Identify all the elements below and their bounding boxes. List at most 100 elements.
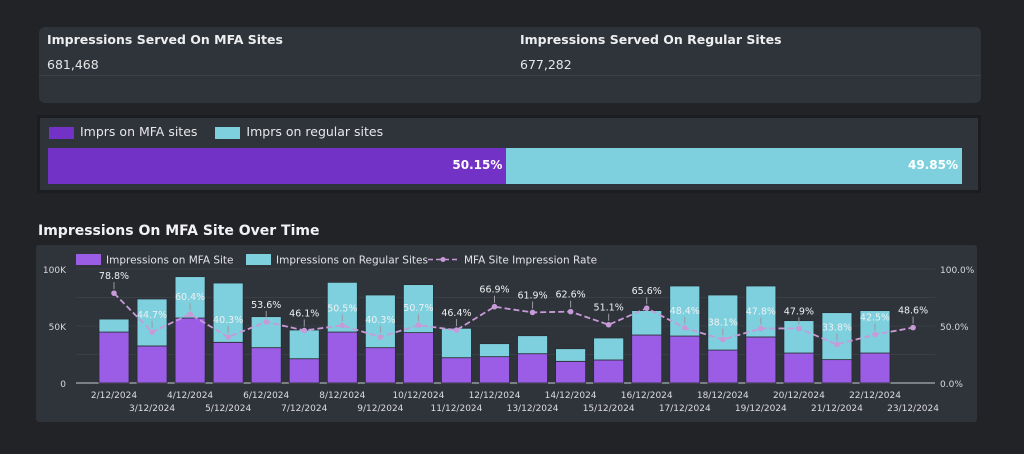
legend-swatch — [49, 126, 74, 139]
rate-data-label: 65.6% — [632, 286, 662, 297]
bar-regular — [555, 348, 586, 362]
x-tick-label: 15/12/2024 — [583, 404, 635, 414]
bar-regular — [174, 276, 206, 319]
rate-point — [301, 327, 308, 334]
rate-point — [796, 325, 802, 332]
rate-point — [339, 322, 346, 329]
x-tick-label: 4/12/2024 — [167, 391, 213, 401]
bar-mfa — [669, 335, 701, 384]
bar-regular — [479, 343, 510, 358]
rate-data-label: 61.9% — [517, 290, 547, 301]
rate-point — [681, 325, 688, 331]
rate-data-label: 53.6% — [251, 300, 281, 311]
x-tick-label: 12/12/2024 — [469, 391, 521, 401]
bar-mfa — [555, 360, 586, 384]
rate-point — [453, 327, 460, 333]
rate-point — [415, 322, 422, 329]
rate-line — [113, 292, 914, 346]
kpi-card: Impressions Served On MFA Sites 681,468 … — [39, 27, 981, 103]
x-tick-label: 17/12/2024 — [659, 404, 711, 414]
bar-mfa — [593, 359, 625, 384]
bar-mfa — [745, 336, 777, 384]
rate-data-label: 42.5% — [860, 313, 890, 324]
rate-point — [263, 319, 270, 325]
rate-data-label: 66.9% — [479, 285, 509, 296]
x-tick-label: 16/12/2024 — [621, 391, 673, 401]
divider — [39, 75, 981, 76]
bar-mfa — [212, 341, 244, 384]
x-tick-label: 9/12/2024 — [357, 404, 403, 414]
bar-mfa — [631, 334, 663, 384]
rate-point — [872, 331, 878, 338]
bar-regular — [593, 337, 625, 361]
bar-regular — [631, 310, 663, 336]
kpi-value: 681,468 — [47, 57, 99, 72]
x-tick-label: 23/12/2024 — [887, 404, 939, 414]
rate-data-label: 50.7% — [403, 303, 433, 314]
rate-data-label: 38.1% — [708, 318, 738, 329]
split-legend: Imprs on MFA sites Imprs on regular site… — [49, 124, 383, 139]
legend-label: Imprs on MFA sites — [80, 124, 198, 139]
x-tick-label: 6/12/2024 — [243, 391, 289, 401]
kpi-title: Impressions Served On MFA Sites — [47, 32, 283, 47]
rate-data-label: 50.5% — [327, 303, 357, 314]
bar-regular — [98, 318, 130, 333]
bar-mfa — [517, 353, 548, 384]
x-tick-label: 11/12/2024 — [431, 404, 483, 414]
bar-mfa — [479, 356, 510, 384]
y-right-tick-label: 50.0% — [940, 323, 969, 333]
rate-data-label: 78.8% — [99, 271, 129, 282]
rate-data-label: 48.4% — [670, 306, 700, 317]
legend-label: Impressions on Regular Sites — [276, 255, 428, 267]
bar-regular — [212, 282, 244, 343]
rate-data-label: 62.6% — [556, 290, 586, 301]
y-left-tick-label: 50K — [49, 323, 67, 333]
x-tick-label: 22/12/2024 — [849, 391, 901, 401]
kpi-title: Impressions Served On Regular Sites — [520, 32, 782, 47]
bar-regular — [783, 320, 815, 354]
segment-regular[interactable]: 49.85% — [506, 148, 962, 184]
legend-item-mfa[interactable]: Imprs on MFA sites — [49, 124, 197, 139]
x-tick-label: 5/12/2024 — [205, 404, 251, 414]
kpi-mfa: Impressions Served On MFA Sites 681,468 — [47, 32, 283, 72]
rate-data-label: 46.1% — [289, 308, 319, 319]
rate-point — [187, 311, 193, 317]
x-tick-label: 20/12/2024 — [773, 391, 825, 401]
bar-regular — [288, 329, 320, 360]
y-right-tick-label: 100.0% — [940, 266, 975, 276]
segment-mfa[interactable]: 50.15% — [48, 148, 507, 184]
bar-mfa — [783, 352, 815, 384]
rate-data-label: 60.4% — [175, 292, 205, 303]
x-tick-label: 10/12/2024 — [392, 391, 444, 401]
rate-point — [605, 321, 612, 328]
rate-data-label: 40.3% — [365, 315, 395, 326]
chart-title: Impressions On MFA Site Over Time — [38, 223, 320, 239]
rate-data-label: 51.1% — [594, 303, 624, 314]
legend-swatch — [246, 254, 271, 265]
bar-mfa — [326, 331, 358, 384]
bar-regular — [517, 335, 548, 355]
bar-mfa — [402, 332, 434, 384]
rate-point — [834, 341, 840, 348]
rate-data-label: 44.7% — [137, 310, 167, 321]
bar-regular — [821, 312, 853, 361]
kpi-regular: Impressions Served On Regular Sites 677,… — [520, 32, 782, 72]
rate-point — [758, 325, 764, 332]
legend-item-regular[interactable]: Imprs on regular sites — [215, 124, 383, 139]
bar-mfa — [136, 345, 168, 384]
x-tick-label: 21/12/2024 — [811, 404, 863, 414]
x-tick-label: 2/12/2024 — [91, 391, 137, 401]
bar-mfa — [364, 347, 396, 384]
rate-point — [491, 303, 498, 310]
rate-point — [529, 309, 536, 316]
rate-point — [643, 305, 650, 312]
x-tick-label: 3/12/2024 — [129, 404, 175, 414]
split-bar-card: Imprs on MFA sites Imprs on regular site… — [37, 115, 981, 193]
rate-point — [567, 308, 574, 315]
x-tick-label: 14/12/2024 — [545, 391, 597, 401]
rate-data-label: 47.9% — [784, 306, 814, 317]
bar-mfa — [98, 331, 130, 384]
bar-mfa — [250, 347, 282, 384]
x-tick-label: 19/12/2024 — [735, 404, 787, 414]
